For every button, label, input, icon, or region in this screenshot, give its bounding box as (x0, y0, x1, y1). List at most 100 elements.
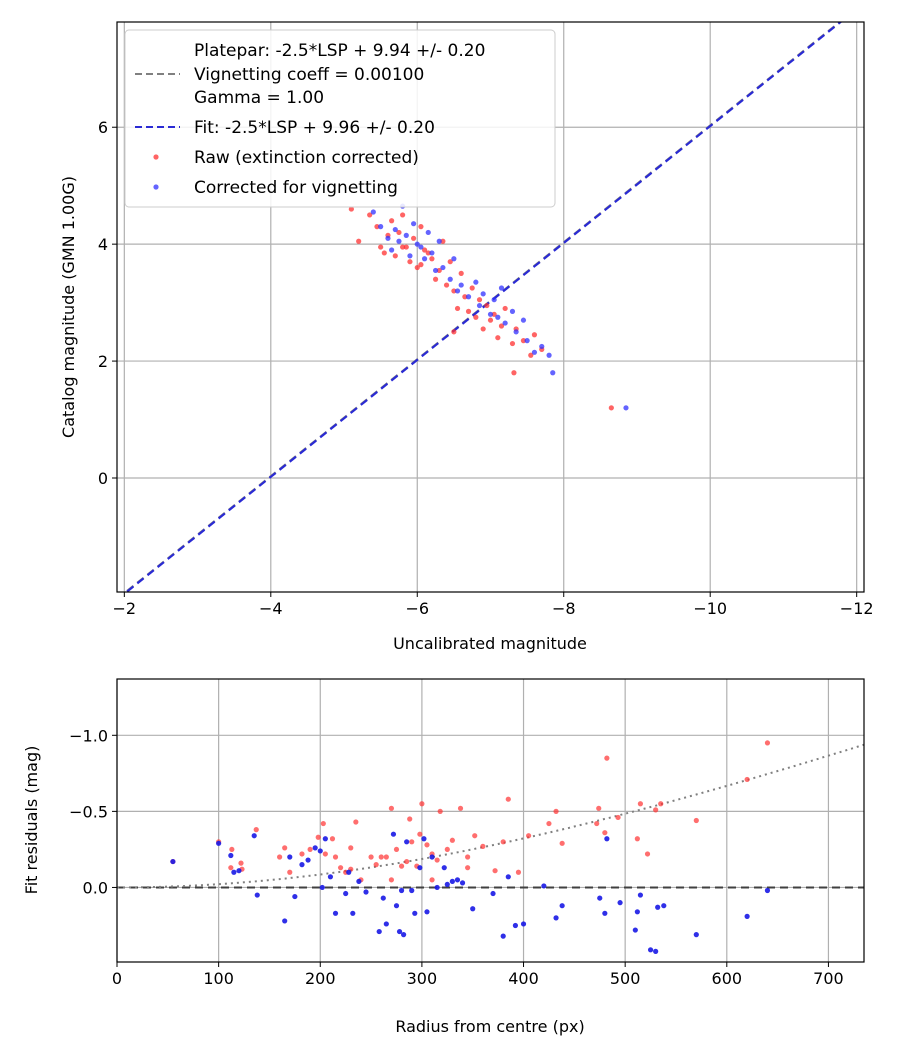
raw-point (418, 224, 424, 230)
corrected-point (539, 343, 545, 350)
corrected-residual-point (661, 903, 667, 909)
corrected-point (487, 311, 494, 317)
raw-residual-point (353, 819, 359, 825)
raw-residual-point (282, 845, 288, 851)
corrected-residual-point (409, 887, 415, 894)
raw-point (381, 250, 387, 256)
corrected-point (491, 297, 497, 303)
raw-residual-point (404, 858, 410, 865)
corrected-point (509, 308, 516, 314)
raw-residual-point (693, 817, 699, 824)
corrected-residual-point (254, 892, 260, 898)
corrected-residual-point (559, 903, 565, 909)
corrected-point (513, 329, 519, 335)
raw-residual-point (444, 846, 450, 853)
raw-point (491, 311, 497, 317)
raw-residual-point (472, 833, 478, 839)
raw-residual-point (307, 846, 313, 853)
corrected-residual-point (655, 904, 661, 910)
raw-point (392, 253, 398, 259)
raw-point (411, 235, 417, 241)
raw-point (469, 285, 475, 291)
legend-vignetting: Vignetting coeff = 0.00100 (194, 65, 424, 85)
raw-residual-point (388, 805, 395, 811)
x-tick-label: −12 (840, 599, 874, 618)
corrected-residual-point (292, 893, 298, 900)
corrected-point (414, 241, 420, 247)
raw-residual-point (337, 865, 344, 871)
raw-residual-point (373, 862, 379, 868)
raw-point (509, 340, 516, 347)
raw-residual-point (465, 854, 471, 860)
raw-point (400, 244, 406, 250)
corrected-point (451, 256, 457, 262)
corrected-residual-point (520, 921, 527, 927)
corrected-residual-point (228, 852, 234, 859)
raw-residual-point (407, 816, 413, 822)
raw-residual-point (393, 846, 400, 853)
corrected-residual-point (170, 858, 176, 865)
corrected-residual-point (653, 948, 659, 954)
x-tick-label: −4 (259, 599, 283, 618)
corrected-residual-point (383, 921, 389, 927)
x-tick-label: −8 (552, 599, 576, 618)
raw-residual-point (287, 869, 293, 875)
catalog-vs-uncalibrated-chart: −2 −4 −6 −8 −10 −12 0 2 4 6 Uncalibrated magnitud… (59, 21, 874, 653)
corrected-residual-point (305, 857, 311, 863)
legend-gamma: Gamma = 1.00 (194, 88, 324, 108)
corrected-residual-point (380, 895, 386, 901)
raw-residual-point (429, 877, 435, 883)
raw-residual-point (253, 827, 259, 833)
raw-residual-point (398, 863, 405, 869)
corrected-residual-point (363, 889, 369, 895)
corrected-point (520, 317, 527, 323)
corrected-point (495, 314, 501, 320)
x-tick-label: 300 (407, 969, 438, 988)
y-axis-label: Catalog magnitude (GMN 1.00G) (59, 176, 78, 438)
raw-residual-point (515, 869, 522, 875)
raw-point (429, 256, 435, 262)
corrected-residual-point (512, 922, 519, 929)
y-tick-label: 2 (98, 352, 108, 371)
y-tick-label: 0 (98, 469, 108, 488)
raw-residual-point (419, 801, 425, 807)
raw-point (432, 276, 439, 282)
corrected-residual-point (398, 887, 405, 894)
raw-point (480, 326, 486, 332)
raw-residual-point (322, 851, 328, 857)
raw-residual-point (348, 845, 354, 851)
legend-corrected-marker (153, 184, 159, 190)
raw-residual-point (434, 857, 440, 863)
corrected-residual-point (287, 854, 293, 860)
ticks: 0 100 200 300 400 500 600 700 0.0 −0.5 −1.0 (69, 726, 844, 988)
raw-point (440, 238, 446, 244)
corrected-residual-point (401, 932, 407, 938)
plot-frame (117, 679, 864, 962)
corrected-residual-point (216, 840, 222, 846)
raw-point (608, 405, 614, 411)
raw-point (407, 259, 413, 265)
corrected-residual-point (693, 932, 699, 938)
legend-corrected: Corrected for vignetting (194, 178, 398, 198)
y-tick-label: 0.0 (83, 878, 108, 897)
raw-point (511, 370, 517, 376)
reference-lines (117, 743, 864, 889)
plot-border (116, 678, 865, 963)
corrected-residual-point (444, 881, 450, 888)
corrected-residual-point (251, 833, 257, 839)
corrected-point (473, 279, 479, 285)
raw-point (476, 297, 483, 303)
corrected-residual-point (602, 910, 608, 916)
corrected-residual-point (343, 890, 349, 897)
raw-residual-point (229, 846, 235, 853)
x-tick-label: −10 (693, 599, 727, 618)
legend-box (124, 29, 556, 208)
corrected-residual-point (350, 910, 356, 916)
raw-residual-point (594, 820, 600, 827)
corrected-point (425, 229, 431, 236)
plot-border (116, 21, 865, 593)
raw-residual-point (465, 865, 471, 871)
x-tick-label: 500 (610, 969, 641, 988)
corrected-point (421, 256, 428, 262)
corrected-residual-point (317, 848, 323, 854)
